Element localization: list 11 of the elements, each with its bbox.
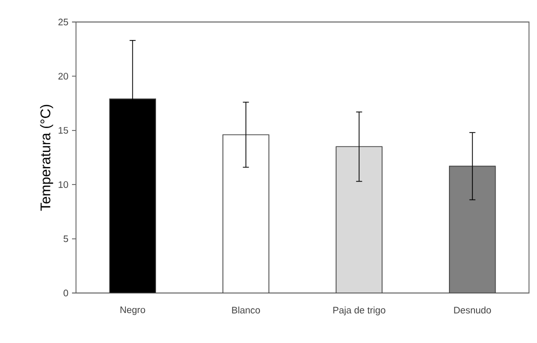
x-tick-label: Negro bbox=[120, 306, 146, 315]
y-tick-label: 10 bbox=[58, 181, 68, 188]
y-tick-label: 0 bbox=[64, 290, 68, 296]
x-tick-label: Blanco bbox=[232, 306, 260, 314]
x-tick-label: Desnudo bbox=[454, 306, 491, 314]
y-tick-label: 5 bbox=[64, 235, 68, 242]
y-tick-label: 25 bbox=[58, 18, 68, 26]
x-tick-label: Paja de trigo bbox=[333, 306, 386, 316]
y-axis-title: Temperatura (°C) bbox=[40, 104, 54, 211]
y-tick-label: 15 bbox=[58, 127, 68, 134]
y-tick-label: 20 bbox=[58, 72, 68, 80]
